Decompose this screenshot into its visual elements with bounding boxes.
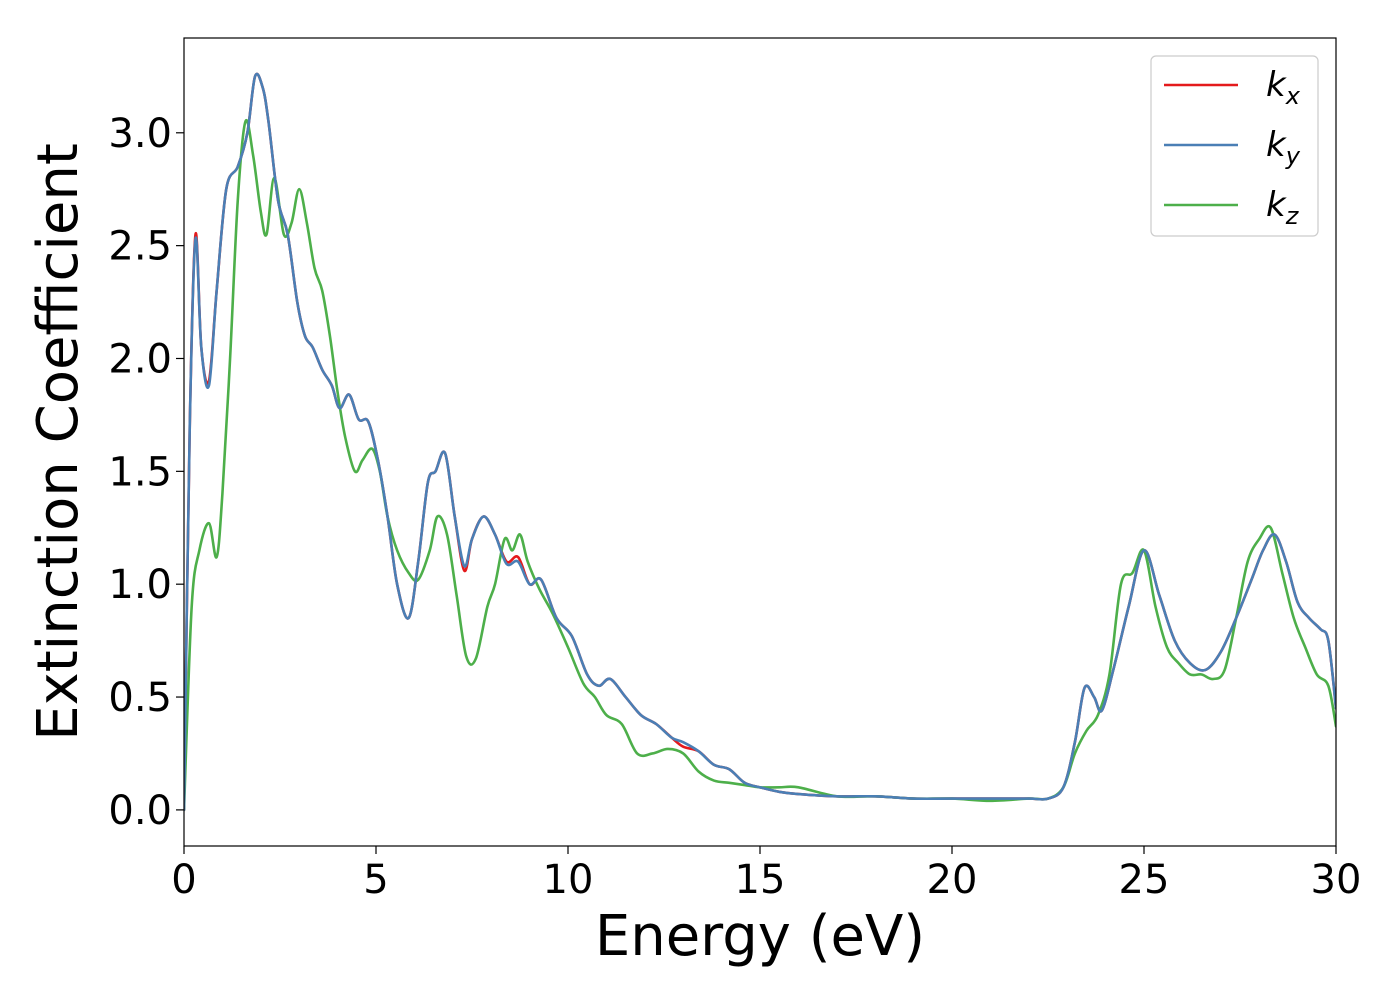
series-layer — [184, 72, 1336, 812]
y-tick-label: 1.5 — [108, 449, 172, 495]
x-tick-label: 5 — [363, 857, 388, 903]
y-tick-label: 2.5 — [108, 224, 172, 270]
y-tick-label: 3.0 — [108, 111, 172, 157]
legend-label: ky — [1266, 125, 1301, 170]
y-axis: 0.0 0.5 1.0 1.5 2.0 2.5 3.0 — [108, 111, 184, 834]
x-axis: 0 5 10 15 20 25 30 — [171, 846, 1361, 903]
legend-label-main: k — [1266, 185, 1287, 225]
y-axis-title: Extinction Coefficient — [26, 143, 91, 741]
x-tick-label: 0 — [171, 857, 196, 903]
x-tick-label: 25 — [1119, 857, 1170, 903]
legend-label-subscript: x — [1285, 82, 1301, 110]
legend-label-subscript: z — [1285, 202, 1300, 230]
x-tick-label: 15 — [735, 857, 786, 903]
y-tick-label: 2.0 — [108, 336, 172, 382]
legend-label-main: k — [1266, 125, 1287, 165]
x-tick-label: 20 — [927, 857, 978, 903]
series-line-k-y — [184, 72, 1336, 812]
series-line-k-z — [184, 118, 1336, 812]
legend-label: kz — [1266, 185, 1300, 230]
y-tick-label: 0.5 — [108, 675, 172, 721]
legend-label-subscript: y — [1285, 142, 1301, 170]
x-tick-label: 10 — [543, 857, 594, 903]
legend-label: kx — [1266, 65, 1301, 110]
x-axis-title: Energy (eV) — [595, 904, 925, 969]
x-tick-label: 30 — [1311, 857, 1362, 903]
y-tick-label: 1.0 — [108, 562, 172, 608]
legend-label-main: k — [1266, 65, 1287, 105]
y-tick-label: 0.0 — [108, 788, 172, 834]
